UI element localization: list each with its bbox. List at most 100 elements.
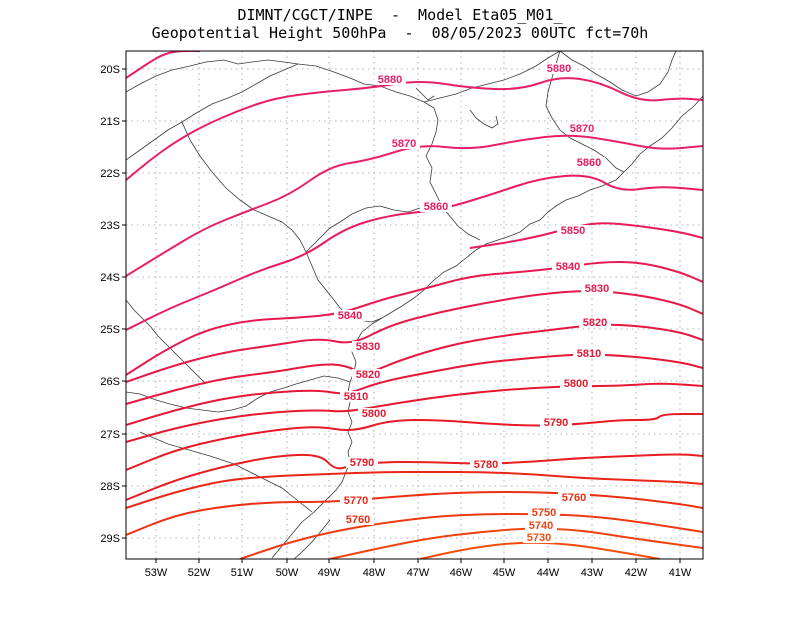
title-line-1: DIMNT/CGCT/INPE - Model Eta05_M01_ — [237, 6, 563, 24]
contour-label-5770: 5770 — [344, 495, 368, 507]
contour-label-5800: 5800 — [362, 408, 386, 420]
river-parana — [305, 205, 421, 253]
contour-label-bg — [374, 74, 406, 85]
contour-label-bg — [581, 283, 613, 294]
contour-label-5840: 5840 — [556, 261, 580, 273]
contour-label-bg — [340, 391, 372, 402]
contour-label-bg — [540, 417, 572, 428]
contour-label-5800: 5800 — [564, 378, 588, 390]
contour-label-5810: 5810 — [577, 348, 601, 360]
lat-label: 20S — [100, 64, 120, 76]
contour-line-5840 — [126, 260, 703, 376]
state-border-5 — [126, 375, 351, 413]
state-border-3 — [126, 63, 299, 161]
title-line-2: Geopotential Height 500hPa - 08/05/2023 … — [151, 24, 649, 42]
border-east — [545, 51, 625, 173]
lon-label: 47W — [407, 567, 430, 579]
contour-label-5840: 5840 — [338, 310, 362, 322]
contour-label-bg — [342, 514, 374, 525]
contour-label-5790: 5790 — [544, 417, 568, 429]
contour-line-5740 — [329, 527, 703, 559]
contour-label-5830: 5830 — [356, 341, 380, 353]
lat-label: 26S — [100, 376, 120, 388]
contour-label-5810: 5810 — [344, 391, 368, 403]
lat-label: 29S — [100, 533, 120, 545]
plot-area — [126, 51, 703, 559]
contour-line-5880 — [126, 51, 200, 79]
lon-label: 53W — [145, 567, 168, 579]
reservoir — [469, 109, 499, 129]
contour-label-bg — [420, 201, 452, 212]
contour-line-5750 — [239, 512, 703, 559]
contour-line-5860 — [126, 174, 703, 331]
state-border-1 — [126, 59, 299, 93]
lon-label: 46W — [450, 567, 473, 579]
lon-label: 41W — [669, 567, 692, 579]
lon-label: 44W — [537, 567, 560, 579]
lon-label: 50W — [276, 567, 299, 579]
contour-label-5820: 5820 — [583, 317, 607, 329]
contour-label-bg — [358, 408, 390, 419]
border-north — [559, 51, 677, 97]
plot-frame — [125, 50, 704, 560]
contour-label-5730: 5730 — [527, 532, 551, 544]
contour-line-5770 — [126, 471, 703, 509]
contour-label-5760: 5760 — [562, 492, 586, 504]
contour-label-5740: 5740 — [529, 520, 553, 532]
contour-label-5750: 5750 — [532, 507, 556, 519]
lagoon-patos — [293, 519, 331, 559]
contour-label-5820: 5820 — [356, 369, 380, 381]
contour-label-bg — [573, 157, 605, 168]
contour-line-5880 — [126, 77, 703, 181]
contour-line-5790 — [126, 413, 703, 471]
border-central — [423, 51, 561, 103]
contour-line-5830 — [126, 290, 703, 383]
contour-label-5780: 5780 — [474, 459, 498, 471]
contour-label-bg — [543, 63, 575, 74]
contour-label-5870: 5870 — [570, 123, 594, 135]
lat-label: 23S — [100, 220, 120, 232]
contour-label-5860: 5860 — [577, 157, 601, 169]
contour-label-bg — [560, 378, 592, 389]
contour-label-5870: 5870 — [392, 138, 416, 150]
contour-label-5790: 5790 — [350, 457, 374, 469]
lat-label: 21S — [100, 116, 120, 128]
contour-label-5880: 5880 — [547, 63, 571, 75]
contour-label-bg — [352, 369, 384, 380]
contour-label-bg — [523, 532, 555, 543]
contour-label-5830: 5830 — [585, 283, 609, 295]
contour-label-5880: 5880 — [378, 74, 402, 86]
contour-line-5800 — [126, 382, 703, 443]
lat-label: 27S — [100, 429, 120, 441]
lat-label: 24S — [100, 272, 120, 284]
contour-label-bg — [573, 348, 605, 359]
lon-label: 45W — [493, 567, 516, 579]
lon-label: 52W — [188, 567, 211, 579]
lat-label: 22S — [100, 168, 120, 180]
contour-label-5860: 5860 — [424, 201, 448, 213]
reservoir-2 — [415, 87, 435, 101]
contour-line-5760 — [126, 490, 703, 536]
contour-label-bg — [334, 310, 366, 321]
contour-label-bg — [558, 492, 590, 503]
contour-label-bg — [346, 457, 378, 468]
contour-label-bg — [552, 261, 584, 272]
border-west — [126, 299, 207, 385]
contour-label-bg — [579, 317, 611, 328]
contour-labels: 5880 5880 5870 5870 5860 5860 5850 5840 5840 5830… — [334, 63, 613, 544]
contour-line-5820 — [126, 323, 703, 405]
lon-label: 48W — [363, 567, 386, 579]
contour-label-bg — [388, 138, 420, 149]
contour-label-5760: 5760 — [346, 514, 370, 526]
contour-label-bg — [525, 520, 557, 531]
contour-label-bg — [470, 459, 502, 470]
lon-label: 42W — [625, 567, 648, 579]
lon-label: 43W — [581, 567, 604, 579]
contour-label-bg — [566, 123, 598, 134]
lat-label: 25S — [100, 324, 120, 336]
contour-label-5850: 5850 — [561, 225, 585, 237]
lat-label: 28S — [100, 481, 120, 493]
lon-label: 49W — [318, 567, 341, 579]
axis-ticks: 20S 21S 22S 23S 24S 25S 26S 27S 28S 29S 53W 52W 51W 5… — [100, 64, 692, 579]
